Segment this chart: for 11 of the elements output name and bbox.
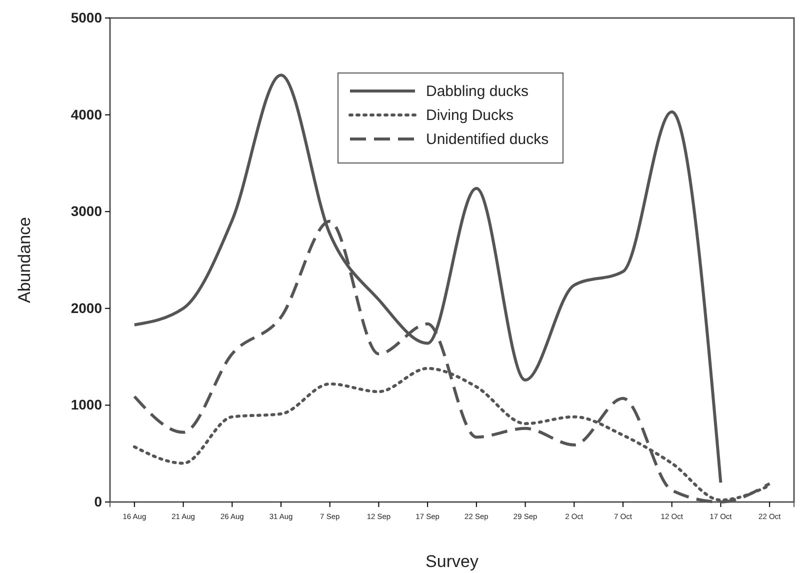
x-axis-title: Survey — [426, 552, 479, 571]
y-tick-label: 0 — [94, 493, 102, 510]
y-tick-label: 3000 — [70, 203, 102, 220]
y-axis-title: Abundance — [15, 216, 34, 304]
y-tick-label: 2000 — [70, 300, 102, 316]
legend-label: Unidentified ducks — [426, 131, 549, 148]
y-tick-label: 1000 — [70, 396, 102, 413]
y-tick-label: 4000 — [70, 106, 102, 122]
legend-label: Diving Ducks — [426, 107, 514, 124]
y-tick-label: 5000 — [70, 9, 102, 26]
legend-label: Dabbling ducks — [426, 83, 529, 100]
